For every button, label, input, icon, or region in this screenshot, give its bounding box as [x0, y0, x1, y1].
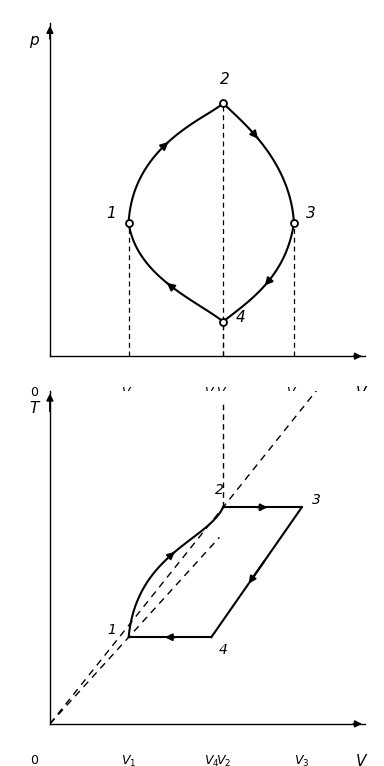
Text: 0: 0	[30, 386, 38, 399]
Text: $V_1$: $V_1$	[121, 386, 136, 401]
Text: $V_1$: $V_1$	[121, 754, 136, 766]
Text: $V_4$: $V_4$	[204, 754, 219, 766]
Text: 0: 0	[30, 754, 38, 766]
Text: T: T	[30, 401, 39, 416]
Text: $V_3$: $V_3$	[294, 754, 310, 766]
Text: 2: 2	[215, 483, 223, 497]
Text: $V_2$: $V_2$	[215, 754, 231, 766]
Text: $V_2$: $V_2$	[215, 386, 231, 401]
Text: p: p	[29, 33, 39, 48]
Text: V: V	[356, 754, 366, 766]
Text: 4: 4	[218, 643, 228, 657]
Text: 1: 1	[107, 623, 116, 637]
Text: 3: 3	[311, 493, 320, 507]
Text: V: V	[356, 386, 366, 401]
Text: 2: 2	[220, 72, 230, 87]
Text: 1: 1	[106, 205, 116, 221]
Text: $V_3$: $V_3$	[286, 386, 302, 401]
Text: 4: 4	[235, 309, 245, 325]
Text: 3: 3	[306, 205, 316, 221]
Text: $V_4$: $V_4$	[204, 386, 219, 401]
